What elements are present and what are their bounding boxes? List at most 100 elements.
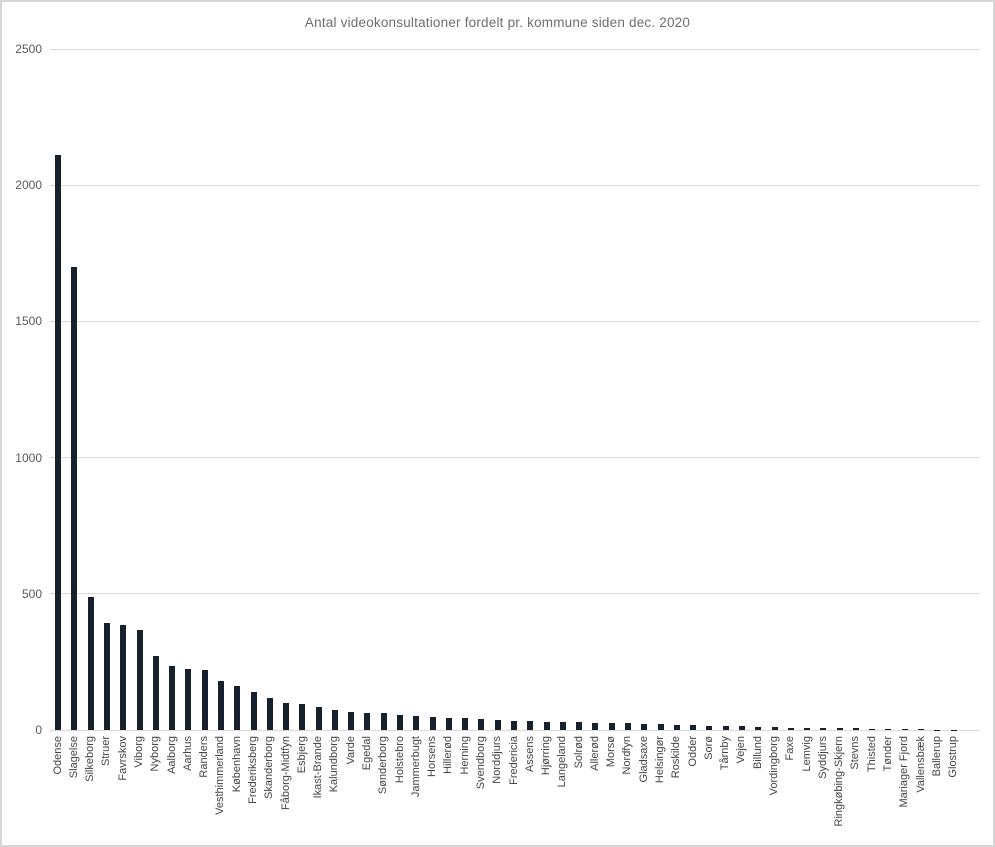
- bar-vordingborg: [771, 727, 778, 730]
- x-axis-category-label: Roskilde: [670, 736, 683, 779]
- bar-slot: [99, 49, 115, 730]
- bar-silkeborg: [87, 596, 94, 730]
- bar-slot: [327, 49, 343, 730]
- x-axis-category-label: Viborg: [133, 736, 146, 768]
- bar-f-borg-midtfyn: [283, 702, 290, 730]
- x-label-slot: Egedal: [359, 730, 375, 770]
- x-axis-category-label: Sønderborg: [377, 736, 390, 795]
- bar-slot: [392, 49, 408, 730]
- x-axis-category-label: Aalborg: [165, 736, 178, 774]
- bar-slot: [131, 49, 147, 730]
- bar-slot: [441, 49, 457, 730]
- x-label-slot: Vallensbæk: [913, 730, 929, 793]
- bar-slot: [262, 49, 278, 730]
- bar-t-rnby: [722, 725, 729, 730]
- x-label-slot: Mariager Fjord: [897, 730, 913, 808]
- gridline-y-1500: [50, 320, 980, 322]
- bar-slot: [294, 49, 310, 730]
- bar-syddjurs: [820, 727, 827, 730]
- x-label-slot: Nyborg: [148, 730, 164, 771]
- bar-slot: [587, 49, 603, 730]
- bar-vallensb-k: [918, 729, 925, 730]
- x-label-slot: Struer: [99, 730, 115, 766]
- bar-slot: [245, 49, 261, 730]
- x-axis-category-label: Langeland: [556, 736, 569, 788]
- x-label-slot: Aalborg: [164, 730, 180, 774]
- plot-area: 0 500 1000 1500 2000 2500 Odense Slagelse Silke…: [15, 42, 980, 826]
- bar-slot: [229, 49, 245, 730]
- x-axis-category-label: Jammerbugt: [409, 736, 422, 798]
- x-label-slot: Slagelse: [66, 730, 82, 778]
- x-label-slot: Esbjerg: [294, 730, 310, 773]
- bar-roskilde: [673, 724, 680, 730]
- x-label-slot: Viborg: [131, 730, 147, 768]
- bar-slot: [473, 49, 489, 730]
- bar-aarhus: [185, 668, 192, 730]
- bar-viborg: [136, 629, 143, 730]
- bar-slot: [799, 49, 815, 730]
- x-axis-category-label: Hillerød: [442, 736, 455, 774]
- bar-fredericia: [511, 720, 518, 730]
- x-label-slot: Fredericia: [506, 730, 522, 785]
- x-label-slot: Svendborg: [473, 730, 489, 789]
- x-axis-category-label: Syddjurs: [816, 736, 829, 779]
- x-axis-category-label: Faxe: [784, 736, 797, 761]
- x-label-slot: Kalundborg: [327, 730, 343, 792]
- bar-slot: [83, 49, 99, 730]
- x-axis-category-label: Aarhus: [181, 736, 194, 771]
- bar-slot: [213, 49, 229, 730]
- x-axis-category-label: Gladsaxe: [637, 736, 650, 783]
- x-axis-category-label: Vesthimmerland: [214, 736, 227, 815]
- x-label-slot: Allerød: [587, 730, 603, 771]
- gridline-y-2000: [50, 184, 980, 186]
- bar-varde: [348, 712, 355, 730]
- bar-slot: [685, 49, 701, 730]
- x-label-slot: Helsingør: [652, 730, 668, 783]
- bar-kalundborg: [331, 709, 338, 730]
- x-axis-category-label: Billund: [751, 736, 764, 770]
- x-axis-category-label: Tårnby: [719, 736, 732, 771]
- y-axis-tick-label: 2000: [15, 178, 42, 193]
- x-axis-category-label: Ringkøbing-Skjern: [833, 736, 846, 827]
- bar-nyborg: [152, 656, 159, 730]
- x-label-slot: Ikast-Brande: [311, 730, 327, 798]
- gridline-y-0: [50, 729, 980, 731]
- x-axis-category-label: Horsens: [426, 736, 439, 777]
- bar-slot: [783, 49, 799, 730]
- chart-title: Antal videokonsultationer fordelt pr. ko…: [304, 15, 691, 30]
- bar-slot: [490, 49, 506, 730]
- bar-stevns: [852, 728, 859, 730]
- x-label-slot: Hillerød: [441, 730, 457, 774]
- x-label-slot: Odense: [50, 730, 66, 775]
- bar-slagelse: [71, 266, 78, 730]
- x-axis-category-label: Varde: [344, 736, 357, 765]
- bar-slot: [376, 49, 392, 730]
- bar-odense: [55, 155, 62, 730]
- bar-slot: [571, 49, 587, 730]
- bar-lemvig: [804, 727, 811, 730]
- bar-slot: [457, 49, 473, 730]
- x-axis-category-label: Randers: [198, 736, 211, 778]
- bar-gladsaxe: [641, 723, 648, 730]
- bar-t-nder: [885, 729, 892, 730]
- x-label-slot: Billund: [750, 730, 766, 769]
- x-axis-category-label: Holstebro: [393, 736, 406, 784]
- x-axis-category-label: Struer: [100, 736, 113, 766]
- x-axis-category-label: Esbjerg: [295, 736, 308, 774]
- x-label-slot: København: [229, 730, 245, 792]
- bar-slot: [636, 49, 652, 730]
- x-label-slot: Vejen: [734, 730, 750, 764]
- bar-slot: [897, 49, 913, 730]
- x-label-slot: Nordfyn: [620, 730, 636, 775]
- x-axis-category-label: Odder: [686, 736, 699, 767]
- x-axis-category-label: Ikast-Brande: [312, 736, 325, 799]
- x-label-slot: Holstebro: [392, 730, 408, 783]
- bar-slot: [180, 49, 196, 730]
- bar-holstebro: [397, 715, 404, 730]
- x-label-slot: Norddjurs: [490, 730, 506, 784]
- bar-slot: [538, 49, 554, 730]
- bar-skanderborg: [266, 697, 273, 730]
- x-label-slot: Stevns: [848, 730, 864, 770]
- bar-slot: [115, 49, 131, 730]
- gridline-y-2500: [50, 48, 980, 50]
